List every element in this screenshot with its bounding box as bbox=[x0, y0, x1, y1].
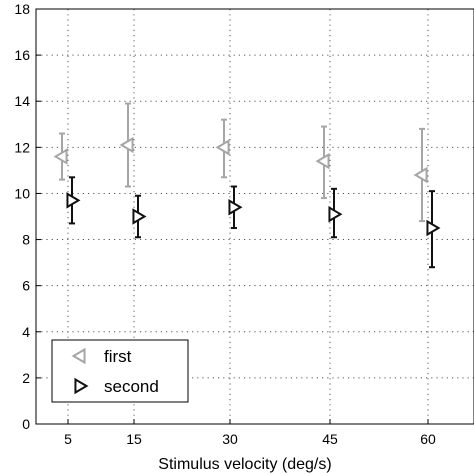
x-tick-label: 30 bbox=[222, 431, 238, 447]
legend-marker-first bbox=[71, 347, 86, 365]
data-point-second bbox=[328, 205, 343, 223]
y-tick-label: 8 bbox=[22, 232, 30, 248]
x-tick-label: 60 bbox=[420, 431, 436, 447]
data-point-first bbox=[53, 148, 68, 165]
data-point-second bbox=[132, 208, 147, 225]
y-tick-label: 0 bbox=[22, 416, 30, 432]
y-tick-label: 6 bbox=[22, 278, 30, 294]
axes: 0 2 4 6 8 10 12 14 16 18 5 15 30 45 60 bbox=[14, 1, 436, 447]
y-tick-label: 4 bbox=[22, 324, 30, 340]
data-point-first bbox=[315, 152, 330, 170]
legend-label-second: second bbox=[104, 377, 159, 396]
data-point-first bbox=[119, 136, 134, 154]
data-point-first bbox=[215, 139, 230, 156]
plot-frame bbox=[35, 8, 474, 425]
x-tick-label: 15 bbox=[126, 431, 142, 447]
series-second bbox=[66, 176, 441, 269]
y-tick-label: 12 bbox=[14, 139, 30, 155]
x-tick-label: 5 bbox=[64, 431, 72, 447]
series bbox=[53, 102, 441, 269]
data-point-second bbox=[426, 219, 441, 237]
data-point-second bbox=[228, 199, 243, 216]
series-first bbox=[53, 102, 428, 223]
x-tick-label: 45 bbox=[322, 431, 338, 447]
y-tick-label: 14 bbox=[14, 93, 30, 109]
data-point-second bbox=[66, 192, 81, 209]
legend-marker-second bbox=[74, 377, 89, 395]
grid bbox=[36, 9, 474, 424]
x-axis-label: Stimulus velocity (deg/s) bbox=[158, 456, 331, 473]
legend-label-first: first bbox=[104, 347, 132, 366]
y-tick-label: 18 bbox=[14, 1, 30, 17]
legend: first second bbox=[51, 339, 189, 403]
y-tick-label: 2 bbox=[22, 370, 30, 386]
y-tick-label: 10 bbox=[14, 185, 30, 201]
data-point-first bbox=[413, 166, 428, 184]
y-tick-label: 16 bbox=[14, 47, 30, 63]
